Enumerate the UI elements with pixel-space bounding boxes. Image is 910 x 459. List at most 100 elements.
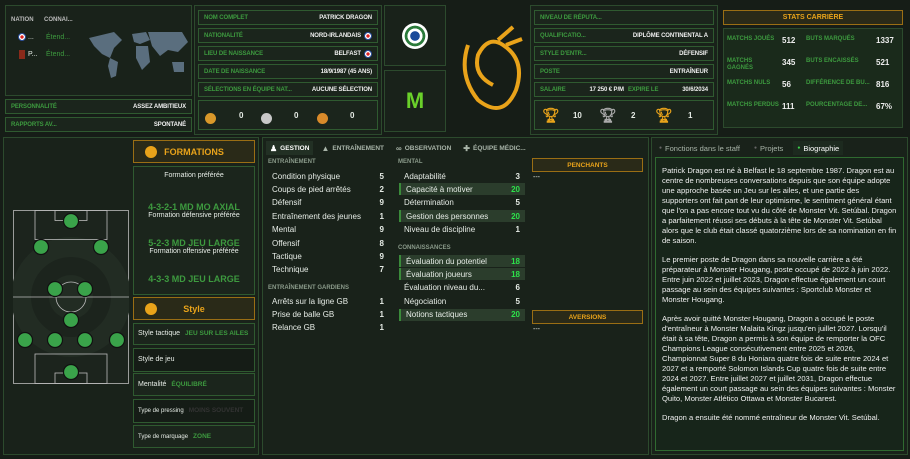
attribute-row: Relance GB 1 <box>267 322 389 334</box>
flag-icon <box>364 49 372 58</box>
info-row: NOM COMPLET PATRICK DRAGON <box>198 10 378 25</box>
dot-icon: ● <box>659 145 663 151</box>
career-stats-header[interactable]: STATS CARRIÈRE <box>723 10 903 25</box>
likes-value: --- <box>533 174 540 181</box>
offensive-label: Formation offensive préférée <box>149 248 239 255</box>
bio-tab-0[interactable]: ● Fonctions dans le staff <box>655 141 744 155</box>
attribute-name: Gestion des personnes <box>406 211 489 221</box>
defensive-formation[interactable]: 5-2-3 MD JEU LARGE <box>148 238 240 248</box>
likes-header[interactable]: PENCHANTS <box>532 158 643 172</box>
nation-level: Étend... <box>46 34 71 41</box>
style-title: Style <box>183 303 205 314</box>
nation-panel: NATION CONNAI... ... Étend... P... Étend… <box>5 5 192 96</box>
gk-section-title: ENTRAÎNEMENT GARDIENS <box>268 285 350 291</box>
tab-1[interactable]: ▲ ENTRAÎNEMENT <box>317 141 388 155</box>
career-stat-value: 521 <box>876 58 890 67</box>
player-marker[interactable] <box>108 331 126 349</box>
career-stat-label: POURCENTAGE DE... <box>806 102 868 108</box>
dislikes-value: --- <box>533 326 540 333</box>
player-marker[interactable] <box>92 238 110 256</box>
tab-label: ÉQUIPE MÉDIC... <box>473 144 526 152</box>
info-row-value-wrap: BELFAST <box>334 49 372 58</box>
bio-paragraph: Patrick Dragon est né à Belfast le 18 se… <box>662 166 897 245</box>
attribute-value: 18 <box>511 256 520 266</box>
bio-paragraph: Après avoir quitté Monster Hougang, Drag… <box>662 314 896 403</box>
nation-name[interactable]: P... <box>28 51 38 58</box>
expires-label: EXPIRE LE <box>627 86 659 93</box>
preferred-formation[interactable]: 4-3-2-1 MD MO AXIAL <box>148 202 240 212</box>
attribute-value: 5 <box>379 171 384 181</box>
attribute-name: Niveau de discipline <box>404 225 476 235</box>
bronze-medal-icon <box>317 113 328 124</box>
attribute-name: Coups de pied arrêtés <box>272 184 351 194</box>
info2-row-label: QUALIFICATIO... <box>540 32 586 39</box>
player-marker[interactable] <box>62 311 80 329</box>
bio-tab-label: Biographie <box>803 143 840 153</box>
player-marker[interactable] <box>62 212 80 230</box>
style-button[interactable]: Style <box>133 297 255 320</box>
attribute-value: 5 <box>515 198 520 208</box>
attribute-value: 5 <box>515 296 520 306</box>
nation-header: NATION <box>11 17 34 23</box>
player-marker[interactable] <box>46 331 64 349</box>
attribute-name: Négociation <box>404 296 447 306</box>
attribute-name: Entraînement des jeunes <box>272 211 361 221</box>
bio-tabs: ● Fonctions dans le staff ● Projets ● Biograp… <box>655 141 844 155</box>
attribute-row: Entraînement des jeunes 1 <box>267 210 389 222</box>
player-marker[interactable] <box>46 280 64 298</box>
attribute-value: 6 <box>515 283 520 293</box>
bio-tab-label: Projets <box>759 143 784 153</box>
salary-label: SALAIRE <box>540 86 566 93</box>
world-map <box>89 32 188 78</box>
mental-section-title: MENTAL <box>398 159 423 165</box>
style-value: ZONE <box>193 432 212 440</box>
player-marker[interactable] <box>32 238 50 256</box>
attribute-value: 1 <box>379 211 384 221</box>
career-stat-value: 1337 <box>876 36 894 45</box>
person-icon: ♟ <box>270 143 278 153</box>
media-label: RAPPORTS AV... <box>11 121 57 128</box>
style-label: Mentalité <box>138 380 167 388</box>
attribute-value: 1 <box>379 309 384 319</box>
media-value: SPONTANÉ <box>153 121 186 128</box>
attribute-row: Évaluation niveau du... 6 <box>399 282 525 294</box>
flag-icon <box>19 50 25 59</box>
career-stat-label: BUTS MARQUÉS <box>806 36 855 42</box>
attribute-name: Technique <box>272 265 309 275</box>
knowledge-section-title: CONNAISSANCES <box>398 245 451 251</box>
medkit-icon: ✚ <box>463 143 470 153</box>
offensive-formation[interactable]: 4-3-3 MD JEU LARGE <box>148 274 240 284</box>
tab-3[interactable]: ✚ ÉQUIPE MÉDIC... <box>459 141 529 155</box>
style-label: Type de marquage <box>138 433 189 440</box>
dislikes-header[interactable]: AVERSIONS <box>532 310 643 324</box>
career-stat-value: 345 <box>782 58 796 67</box>
info-row-value: PATRICK DRAGON <box>319 14 372 21</box>
dot-icon: ● <box>797 145 801 151</box>
attribute-name: Capacité à motiver <box>406 184 473 194</box>
info2-row: QUALIFICATIO... DIPLÔME CONTINENTAL A <box>534 28 714 43</box>
player-marker[interactable] <box>16 331 34 349</box>
bio-paragraph: Dragon a ensuite été nommé entraîneur de… <box>662 413 880 422</box>
attribute-name: Notions tactiques <box>406 310 468 320</box>
formations-list: Formation préférée 4-3-2-1 MD MO AXIAL F… <box>133 166 255 295</box>
player-marker[interactable] <box>76 331 94 349</box>
gold-medal-icon <box>205 113 216 124</box>
style-row: Mentalité ÉQUILIBRÉ <box>133 373 255 396</box>
bio-tab-1[interactable]: ● Projets <box>750 141 787 155</box>
nation-name[interactable]: ... <box>28 34 34 41</box>
dot-icon: ● <box>753 145 757 151</box>
silver-medal-count: 0 <box>294 111 299 120</box>
attribute-row: Coups de pied arrêtés 2 <box>267 183 389 195</box>
tab-2[interactable]: ∞ OBSERVATION <box>392 141 455 155</box>
tab-0[interactable]: ♟ GESTION <box>266 141 314 155</box>
info2-row-label: STYLE D'ENTR... <box>540 50 587 57</box>
formations-button[interactable]: FORMATIONS <box>133 140 255 163</box>
bio-tab-2[interactable]: ● Biographie <box>793 141 844 155</box>
cone-icon: ▲ <box>321 143 330 153</box>
personality-row: PERSONNALITÉ ASSEZ AMBITIEUX <box>5 99 192 114</box>
style-label: Style de jeu <box>138 356 175 363</box>
player-marker[interactable] <box>76 280 94 298</box>
info2-row-value-wrap: DÉFENSIF <box>679 51 708 57</box>
info2-row-label: POSTE <box>540 68 560 75</box>
player-marker[interactable] <box>62 363 80 381</box>
